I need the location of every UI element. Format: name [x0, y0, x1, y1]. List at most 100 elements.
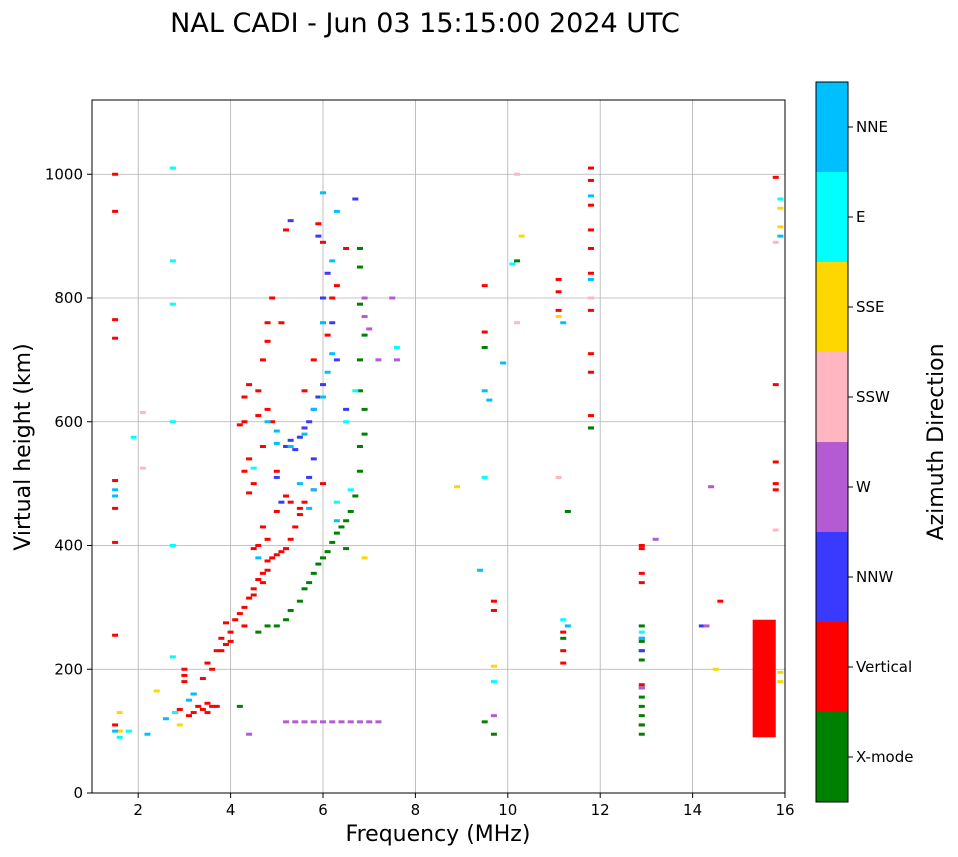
data-point-x-mode [481, 720, 488, 724]
data-point-sse [176, 723, 183, 727]
data-point-e [169, 302, 176, 306]
x-axis-label: Frequency (MHz) [346, 822, 531, 847]
data-point-vertical [324, 333, 331, 337]
x-tick-label: 6 [318, 801, 328, 819]
data-point-nnw [287, 438, 294, 442]
colorbar-tick-label: NNW [856, 568, 893, 586]
data-point-x-mode [287, 608, 294, 612]
data-point-sse [116, 711, 123, 715]
data-point-w [708, 485, 715, 489]
data-point-x-mode [356, 247, 363, 250]
data-point-vertical [278, 321, 285, 325]
x-tick-label: 12 [591, 801, 610, 819]
data-point-vertical [236, 612, 243, 616]
data-point-vertical [320, 240, 326, 244]
data-point-x-mode [356, 358, 363, 362]
data-point-nne [144, 732, 151, 736]
data-point-vertical [287, 500, 294, 504]
y-tick-label: 0 [73, 784, 83, 802]
data-point-w [366, 720, 373, 724]
colorbar-label: Azimuth Direction [924, 343, 949, 540]
data-point-ssw [772, 528, 779, 532]
data-point-vertical [555, 308, 562, 312]
data-marks [112, 166, 784, 739]
x-tick-label: 4 [226, 801, 236, 819]
data-point-nnw [320, 383, 326, 387]
data-point-w [329, 720, 336, 724]
data-point-vertical [250, 547, 257, 551]
data-point-vertical [772, 482, 779, 486]
data-point-x-mode [338, 525, 345, 529]
data-point-vertical [301, 389, 308, 393]
data-point-sse [777, 680, 784, 684]
data-point-ssw [139, 410, 146, 414]
data-point-nnw [292, 448, 299, 452]
data-point-vertical [481, 330, 488, 334]
data-point-x-mode [638, 714, 645, 718]
data-point-nne [273, 441, 280, 445]
data-point-vertical [181, 667, 188, 671]
data-point-vertical [587, 271, 594, 275]
data-point-x-mode [296, 599, 303, 603]
data-point-x-mode [638, 723, 645, 727]
data-point-x-mode [315, 562, 322, 566]
data-point-nne [112, 488, 119, 492]
data-point-vertical [560, 661, 567, 665]
data-point-vertical [213, 649, 220, 653]
data-point-vertical [329, 296, 336, 300]
data-point-vertical [264, 568, 271, 572]
data-point-vertical [250, 593, 257, 597]
data-point-e [347, 488, 354, 492]
data-point-e [509, 262, 516, 266]
data-point-e [169, 166, 176, 170]
x-tick-label: 14 [683, 801, 702, 819]
data-point-vertical [273, 553, 280, 557]
data-point-nne [638, 636, 645, 640]
data-point-vertical [112, 633, 119, 637]
plot-area: 2 4 6 8 10 12 14 16 0 200 400 600 800 1000 [45, 99, 795, 819]
data-point-w [361, 296, 368, 300]
data-point-nne [564, 624, 571, 628]
data-point-vertical [638, 581, 645, 585]
data-point-nne [329, 259, 336, 263]
data-point-vertical [176, 707, 183, 711]
data-point-sse [518, 234, 525, 238]
data-point-vertical [717, 599, 724, 603]
data-point-w [393, 358, 400, 362]
data-point-nne [333, 209, 340, 213]
data-point-x-mode [343, 519, 350, 523]
data-point-vertical [112, 506, 119, 510]
data-point-x-mode [320, 556, 326, 560]
data-point-nne [320, 191, 326, 195]
data-point-e [481, 475, 488, 479]
data-point-vertical [190, 711, 197, 715]
data-point-nnw [333, 358, 340, 362]
data-point-vertical [227, 639, 234, 643]
data-point-vertical [112, 479, 119, 483]
data-point-vertical [112, 723, 119, 727]
data-point-vertical [204, 661, 211, 665]
data-point-nne [324, 370, 331, 374]
data-point-vertical [264, 559, 271, 563]
data-point-x-mode [236, 704, 243, 708]
data-point-vertical [560, 649, 567, 653]
data-point-vertical [320, 482, 326, 486]
data-point-vertical [292, 525, 299, 529]
data-point-vertical [481, 284, 488, 288]
data-point-sse [490, 664, 497, 668]
data-point-vertical [587, 247, 594, 250]
data-point-vertical [772, 175, 779, 179]
colorbar-tick-label: Vertical [856, 658, 912, 676]
data-point-w [310, 720, 317, 724]
y-tick-label: 800 [54, 289, 83, 307]
data-point-w [375, 358, 382, 362]
data-point-nnw [343, 407, 350, 411]
data-point-vertical [255, 389, 262, 393]
grid-lines [92, 100, 786, 794]
data-point-vertical [772, 488, 779, 492]
data-point-e [352, 389, 359, 393]
y-tick-label: 1000 [45, 165, 83, 183]
data-point-sse [712, 667, 719, 671]
data-point-nne [320, 395, 326, 399]
data-point-x-mode [283, 618, 290, 622]
